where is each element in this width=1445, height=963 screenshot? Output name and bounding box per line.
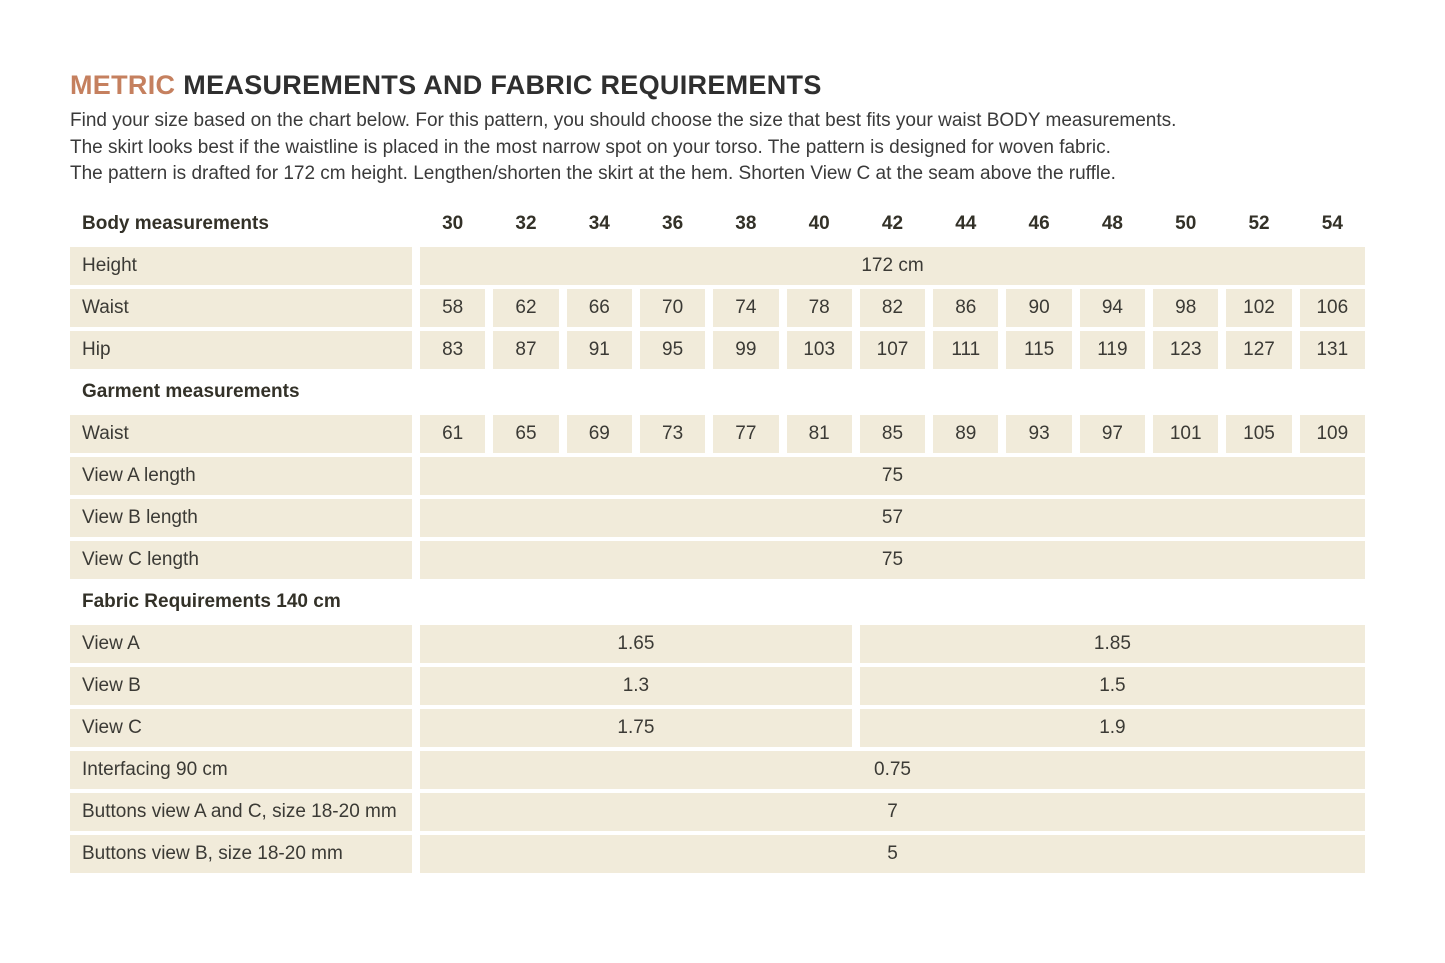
value-cell: 69 (566, 414, 632, 453)
value-cell: 83 (420, 330, 486, 369)
size-header-cell-46: 46 (1028, 212, 1050, 234)
row-label: View A (70, 624, 412, 663)
value-cell: 89 (933, 414, 999, 453)
title-rest: MEASUREMENTS AND FABRIC REQUIREMENTS (183, 70, 822, 100)
split-right-cell: 1.9 (859, 708, 1365, 747)
row-label: View A length (70, 456, 412, 495)
size-header-cell-44: 44 (955, 212, 977, 234)
section-header: Garment measurements (82, 380, 300, 402)
value-cell: 131 (1299, 330, 1365, 369)
row-label: Waist (70, 414, 412, 453)
span-value-cell: 172 cm (420, 246, 1365, 285)
value-cell: 87 (493, 330, 559, 369)
value-cell: 94 (1079, 288, 1146, 327)
split-right-cell: 1.5 (859, 666, 1365, 705)
value-cell: 127 (1226, 330, 1292, 369)
title-highlight: METRIC (70, 70, 176, 100)
size-header-cell-38: 38 (735, 212, 757, 234)
size-header-cell-42: 42 (881, 212, 904, 234)
size-header-cell-54: 54 (1321, 212, 1343, 234)
intro-line-3: The pattern is drafted for 172 cm height… (70, 163, 1116, 184)
size-header-cell-30: 30 (442, 212, 464, 234)
span-value-cell: 75 (420, 540, 1365, 579)
split-left-cell: 1.3 (420, 666, 852, 705)
value-cell: 78 (786, 288, 852, 327)
value-cell: 123 (1153, 330, 1219, 369)
value-cell: 85 (859, 414, 926, 453)
value-cell: 77 (713, 414, 779, 453)
row-label: Interfacing 90 cm (70, 750, 412, 789)
intro-text: Find your size based on the chart below.… (70, 108, 1365, 188)
split-left-cell: 1.75 (420, 708, 852, 747)
value-cell: 103 (786, 330, 852, 369)
value-cell: 109 (1299, 414, 1365, 453)
value-cell: 65 (493, 414, 559, 453)
row-label: Hip (70, 330, 412, 369)
value-cell: 119 (1079, 330, 1146, 369)
size-header-cell-32: 32 (515, 212, 537, 234)
span-value-cell: 5 (420, 834, 1365, 873)
value-cell: 107 (859, 330, 926, 369)
value-cell: 101 (1153, 414, 1219, 453)
intro-line-1: Find your size based on the chart below.… (70, 110, 1177, 131)
value-cell: 93 (1006, 414, 1072, 453)
measurements-table: Body measurements 30 32 34 36 38 40 42 44 46 48 50 5… (70, 205, 1365, 873)
value-cell: 86 (933, 288, 999, 327)
row-label: View C (70, 708, 412, 747)
row-label: View C length (70, 540, 412, 579)
size-header-cell-36: 36 (662, 212, 684, 234)
value-cell: 99 (713, 330, 779, 369)
document-page: METRIC MEASUREMENTS AND FABRIC REQUIREMEN… (70, 70, 1365, 873)
span-value-cell: 75 (420, 456, 1365, 495)
value-cell: 106 (1299, 288, 1365, 327)
value-cell: 66 (566, 288, 632, 327)
row-label: View B length (70, 498, 412, 537)
value-cell: 74 (713, 288, 779, 327)
value-cell: 62 (493, 288, 559, 327)
row-label: Buttons view B, size 18-20 mm (70, 834, 412, 873)
size-header-cell-40: 40 (808, 212, 830, 234)
split-left-cell: 1.65 (420, 624, 852, 663)
section-header: Fabric Requirements 140 cm (82, 590, 341, 612)
value-cell: 115 (1006, 330, 1072, 369)
row-label: Height (70, 246, 412, 285)
size-header-label: Body measurements (82, 212, 269, 234)
size-header-cell-50: 50 (1175, 212, 1197, 234)
value-cell: 97 (1079, 414, 1146, 453)
value-cell: 90 (1006, 288, 1072, 327)
page-title: METRIC MEASUREMENTS AND FABRIC REQUIREMEN… (70, 70, 1365, 101)
value-cell: 105 (1226, 414, 1292, 453)
value-cell: 73 (639, 414, 706, 453)
value-cell: 61 (420, 414, 486, 453)
row-label: Buttons view A and C, size 18-20 mm (70, 792, 412, 831)
row-label: View B (70, 666, 412, 705)
intro-line-2: The skirt looks best if the waistline is… (70, 136, 1111, 158)
row-label: Waist (70, 288, 412, 327)
value-cell: 82 (859, 288, 926, 327)
value-cell: 102 (1226, 288, 1292, 327)
value-cell: 95 (639, 330, 706, 369)
value-cell: 98 (1153, 288, 1219, 327)
value-cell: 58 (420, 288, 486, 327)
value-cell: 111 (933, 330, 999, 369)
value-cell: 70 (639, 288, 706, 327)
size-header-cell-52: 52 (1248, 212, 1270, 234)
span-value-cell: 0.75 (420, 750, 1365, 789)
span-value-cell: 7 (420, 792, 1365, 831)
value-cell: 81 (786, 414, 852, 453)
size-header-cell-48: 48 (1101, 212, 1123, 234)
span-value-cell: 57 (420, 498, 1365, 537)
size-header-cell-34: 34 (588, 212, 610, 234)
split-right-cell: 1.85 (859, 624, 1365, 663)
value-cell: 91 (566, 330, 632, 369)
